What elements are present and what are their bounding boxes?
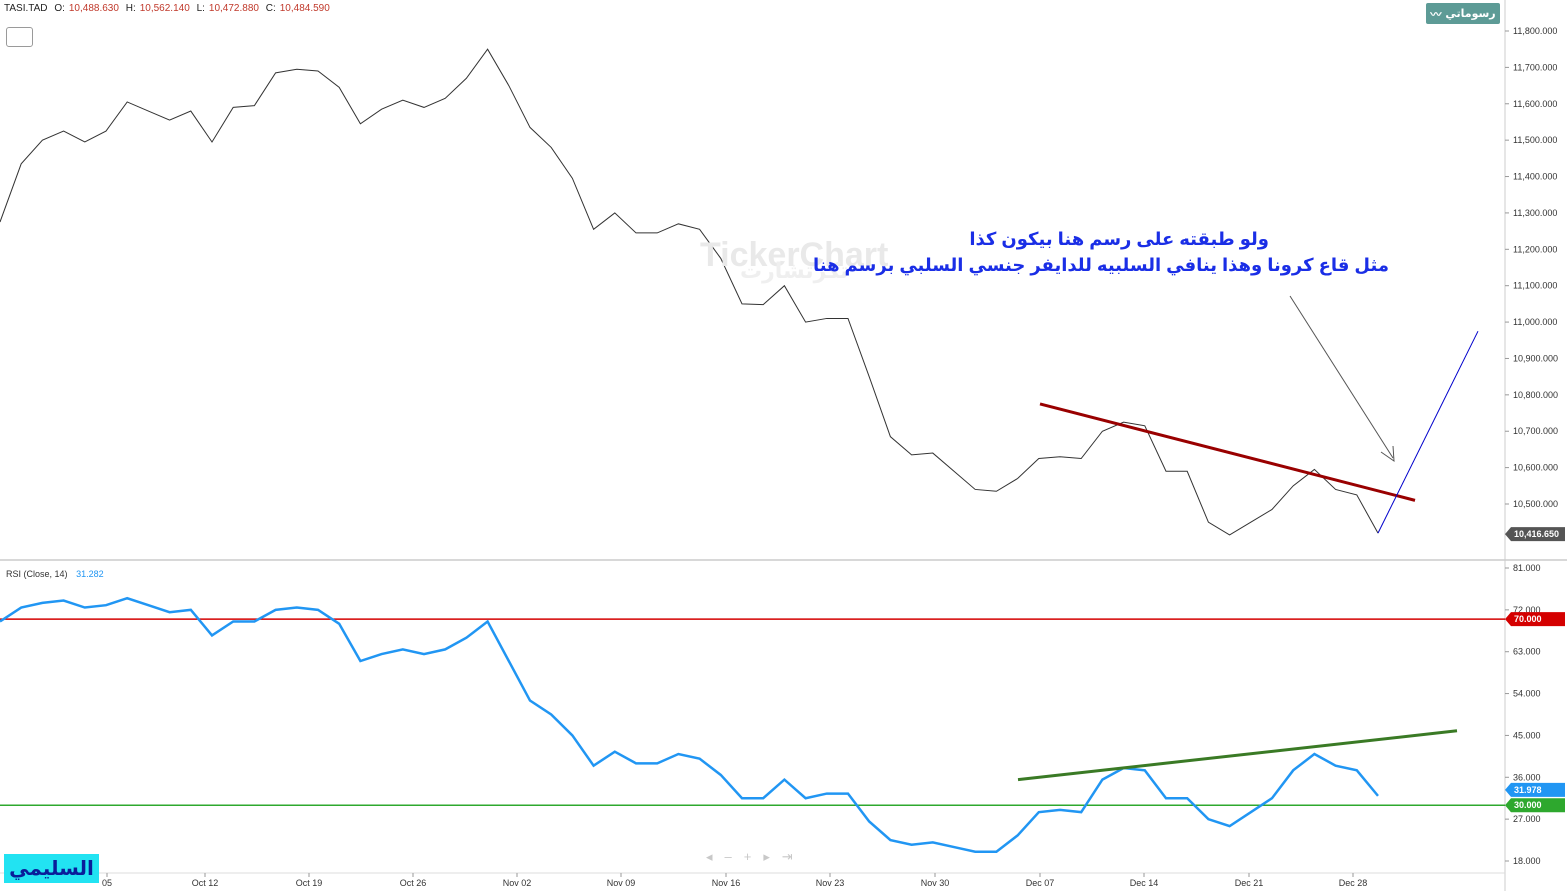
annotation-line-1: ولو طبقته على رسم هنا بيكون كذا [969, 229, 1269, 249]
oversold-tag-bg [1505, 798, 1565, 813]
time-tick-label: Oct 19 [296, 878, 323, 888]
price-tick-label: 10,600.000 [1513, 463, 1558, 473]
rsi-legend-value: 31.282 [76, 569, 104, 579]
open-label: O: [54, 3, 65, 14]
price-tick-label: 11,300.000 [1513, 208, 1557, 218]
rsi-tick-label: 18.000 [1513, 856, 1541, 866]
last-price-tag: 10,416.650 [1505, 527, 1565, 542]
price-tick-label: 11,700.000 [1513, 62, 1557, 72]
scroll-left-icon[interactable]: ◂ [706, 849, 725, 864]
last-price-tag-bg [1505, 527, 1565, 542]
symbol-label: TASI.TAD [4, 3, 48, 14]
rsi-tick-label: 27.000 [1513, 814, 1541, 824]
price-tick-label: 10,800.000 [1513, 390, 1558, 400]
annotation-arrow [1289, 295, 1394, 459]
ohlc-readout: TASI.TAD O: 10,488.630 H: 10,562.140 L: 10,… [4, 3, 334, 14]
rsi-legend: RSI (Close, 14) 31.282 [6, 569, 104, 579]
price-tick-label: 10,700.000 [1513, 426, 1558, 436]
overbought-tag-bg [1505, 612, 1565, 627]
rsi-tick-label: 45.000 [1513, 730, 1541, 740]
rsi-last-tag-text: 31.978 [1514, 785, 1542, 795]
close-label: C: [265, 3, 276, 14]
chart-navigation-controls[interactable]: ◂–+▸⇥ [706, 849, 805, 865]
price-tick-label: 10,500.000 [1513, 499, 1558, 509]
price-trendline [1039, 402, 1416, 502]
time-tick-label: Nov 09 [607, 878, 636, 888]
time-tick-label: Nov 16 [712, 878, 741, 888]
time-tick-label: Dec 14 [1130, 878, 1159, 888]
price-panel [0, 48, 1479, 536]
last-price-tag-text: 10,416.650 [1514, 529, 1559, 539]
annotation-arrow-head [1380, 445, 1395, 463]
rsi-tick-label: 54.000 [1513, 689, 1541, 699]
price-tick-label: 11,100.000 [1513, 281, 1557, 291]
close-value: 10,484.590 [279, 3, 330, 14]
author-badge: السليمي [4, 854, 99, 883]
annotation-line-2: مثل قاع كرونا وهذا ينافي السلبيه للدايفر… [812, 255, 1389, 275]
oversold-tag: 30.000 [1505, 798, 1565, 813]
scroll-end-icon[interactable]: ⇥ [781, 849, 805, 864]
time-tick-label: Dec 21 [1235, 878, 1264, 888]
my-drawings-label: رسوماتي [1445, 8, 1496, 20]
rsi-tick-label: 36.000 [1513, 772, 1541, 782]
my-drawings-button[interactable]: 〰 رسوماتي [1426, 3, 1500, 24]
price-tick-label: 11,800.000 [1513, 26, 1557, 36]
rsi-tick-label: 72.000 [1513, 605, 1541, 615]
high-label: H: [125, 3, 136, 14]
watermark-brand-arabic: تكرتشارت [740, 258, 849, 283]
time-tick-label: Oct 12 [192, 878, 219, 888]
rsi-tick-label: 63.000 [1513, 647, 1541, 657]
price-tick-label: 10,900.000 [1513, 353, 1558, 363]
rsi-legend-params: (Close, 14) [23, 569, 68, 579]
overbought-tag: 70.000 [1505, 612, 1565, 627]
rsi-last-tag-bg [1505, 782, 1565, 797]
trend-icon: 〰 [1430, 8, 1442, 21]
rsi-legend-name: RSI [6, 569, 22, 579]
rsi-panel [0, 596, 1505, 853]
low-value: 10,472.880 [208, 3, 259, 14]
rsi-line [0, 596, 1379, 853]
time-axis: 05 Oct 12 Oct 19 Oct 26 Nov 02 Nov 09 Nov 16 No… [102, 873, 1367, 888]
indicator-toggle-button[interactable] [6, 27, 33, 47]
time-tick-label: 05 [102, 878, 112, 888]
time-tick-label: Nov 02 [503, 878, 532, 888]
time-tick-label: Nov 23 [816, 878, 845, 888]
time-tick-label: Dec 28 [1339, 878, 1368, 888]
zoom-in-icon[interactable]: + [743, 849, 764, 864]
price-line [0, 48, 1379, 536]
rsi-trendline [1017, 729, 1458, 782]
overbought-tag-text: 70.000 [1514, 614, 1542, 624]
price-axis: 11,800.000 11,700.000 11,600.000 11,500.000… [1505, 26, 1565, 866]
time-tick-label: Nov 30 [921, 878, 950, 888]
price-tick-label: 11,200.000 [1513, 244, 1557, 254]
time-tick-label: Dec 07 [1026, 878, 1055, 888]
zoom-out-icon[interactable]: – [724, 849, 744, 864]
low-label: L: [196, 3, 205, 14]
oversold-tag-text: 30.000 [1514, 800, 1542, 810]
time-tick-label: Oct 26 [400, 878, 427, 888]
open-value: 10,488.630 [68, 3, 119, 14]
price-tick-label: 11,500.000 [1513, 135, 1557, 145]
high-value: 10,562.140 [139, 3, 190, 14]
price-tick-label: 11,400.000 [1513, 172, 1557, 182]
scroll-right-icon[interactable]: ▸ [763, 849, 782, 864]
price-tick-label: 11,600.000 [1513, 99, 1557, 109]
price-tick-label: 11,000.000 [1513, 317, 1557, 327]
projection-line [1377, 330, 1479, 534]
rsi-last-tag: 31.978 [1505, 782, 1565, 797]
rsi-tick-label: 81.000 [1513, 563, 1541, 573]
watermark-brand: TickerChart [700, 236, 889, 274]
